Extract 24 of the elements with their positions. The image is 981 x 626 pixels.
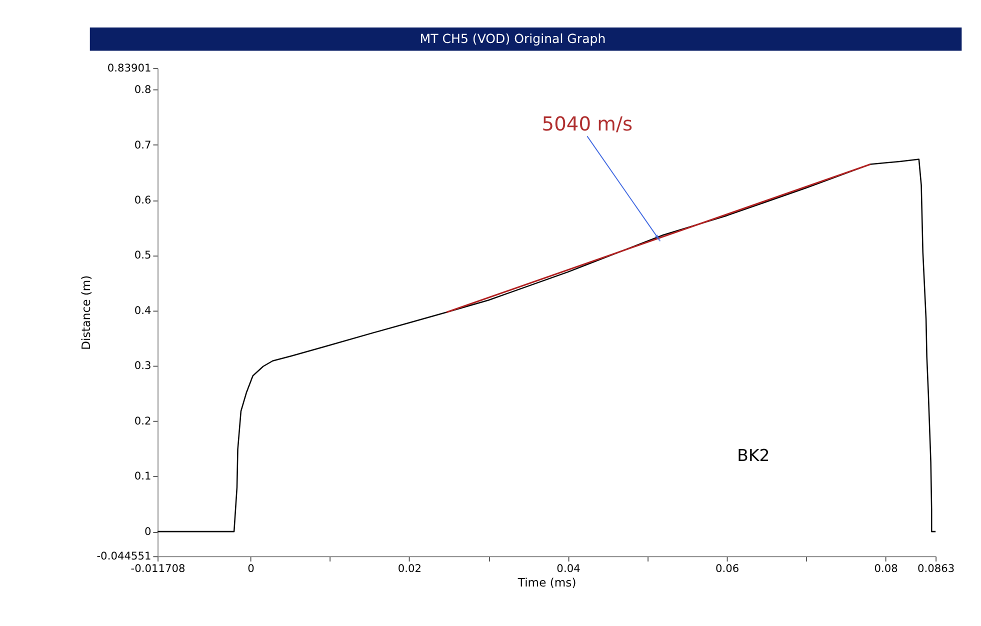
x-tick-label: 0.0863 (917, 562, 955, 576)
annotation: 5040 m/s (542, 112, 633, 136)
y-tick-label: 0.5 (134, 248, 152, 262)
y-tick-label: 0.2 (134, 414, 152, 428)
x-tick-label: -0.011708 (130, 562, 186, 576)
x-tick-label: 0 (248, 562, 255, 576)
y-tick-label: 0.7 (134, 138, 152, 152)
annotation: BK2 (737, 446, 770, 465)
y-tick-label: 0.6 (134, 194, 152, 207)
y-tick-label: 0.3 (134, 359, 152, 372)
y-tick-label: 0 (144, 524, 152, 538)
x-tick-label: 0.04 (556, 562, 581, 576)
y-tick-label: 0.83901 (107, 61, 152, 74)
x-tick-label: 0.02 (398, 562, 422, 576)
line-series (156, 158, 936, 532)
y-tick-label: 0.1 (134, 470, 152, 483)
y-tick-label: 0.4 (134, 304, 152, 317)
chart-title: MT CH5 (VOD) Original Graph (420, 30, 606, 46)
y-axis-title: Distance (m) (78, 275, 93, 350)
x-tick-label: 0.06 (715, 562, 740, 576)
x-tick-label: 0.08 (874, 562, 898, 576)
y-tick-label: -0.044551 (96, 550, 152, 563)
x-axis-title: Time (ms) (516, 576, 576, 590)
y-tick-label: 0.8 (134, 83, 152, 96)
